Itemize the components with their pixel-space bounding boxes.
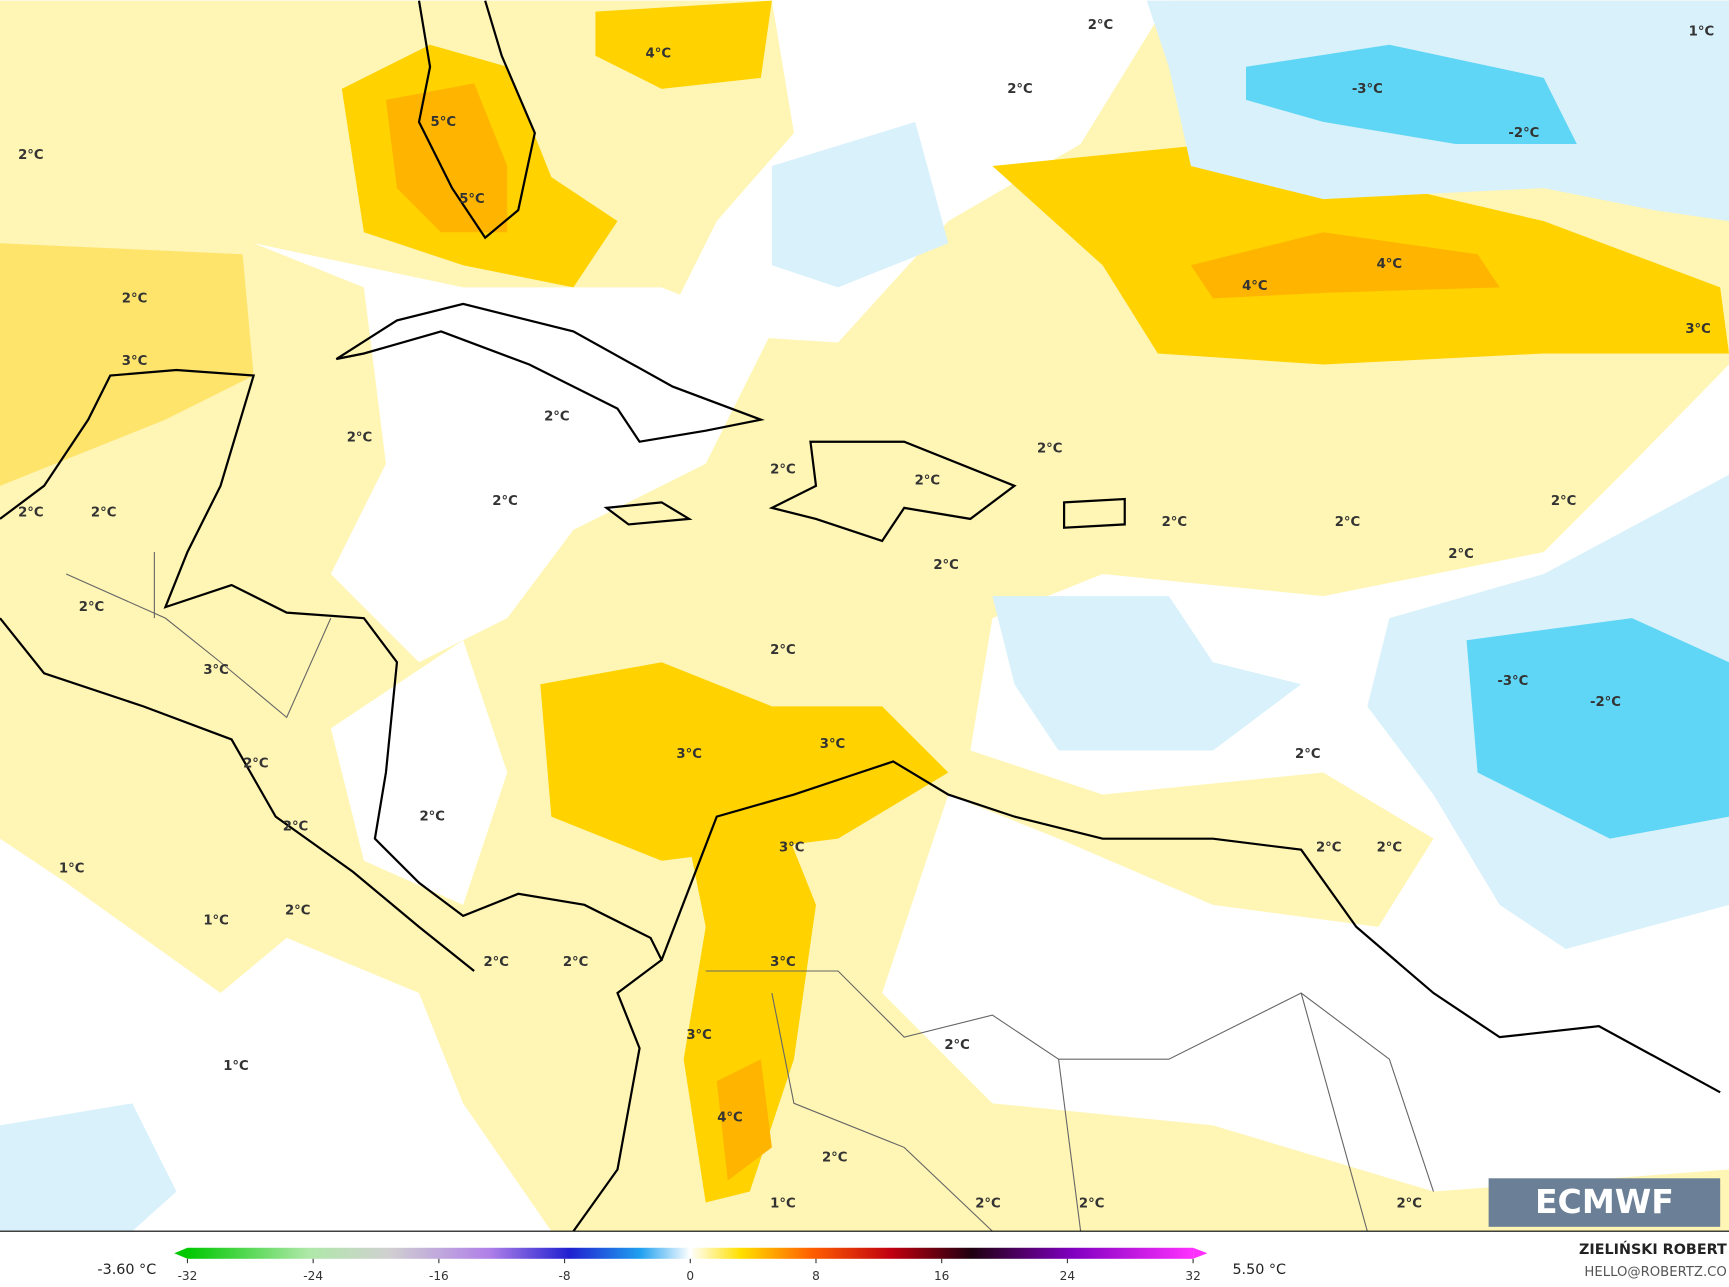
temperature-label: 2°C — [1162, 515, 1188, 530]
temperature-label: 3°C — [820, 737, 846, 752]
temperature-label: 2°C — [347, 430, 373, 445]
temperature-label: 2°C — [1448, 547, 1474, 562]
colorbar-tick-label: 8 — [812, 1269, 820, 1283]
temperature-label: -3°C — [1497, 674, 1528, 689]
temperature-label: 2°C — [1007, 82, 1033, 97]
temperature-label: 3°C — [770, 955, 796, 970]
temperature-label: 2°C — [419, 810, 445, 825]
min-label: -3.60 °C — [97, 1262, 156, 1278]
temperature-label: 4°C — [717, 1111, 743, 1126]
logo-box — [1488, 1178, 1721, 1227]
temperature-label: 2°C — [1295, 747, 1321, 762]
temperature-label: 5°C — [459, 192, 485, 207]
temperature-label: 2°C — [1377, 840, 1403, 855]
colorbar-tick-label: 16 — [934, 1269, 949, 1283]
temperature-label: 2°C — [933, 558, 959, 573]
temperature-label: -3°C — [1352, 82, 1383, 97]
temperature-label: 1°C — [1689, 25, 1715, 40]
temperature-label: 3°C — [686, 1028, 712, 1043]
temperature-label: 2°C — [770, 462, 796, 477]
borders — [65, 551, 1435, 1232]
temperature-label: 3°C — [1685, 322, 1711, 337]
credit-author: ZIELIŃSKI ROBERT — [1579, 1241, 1727, 1258]
credit-contact: HELLO@ROBERTZ.CO — [1584, 1265, 1726, 1280]
temperature-label: 2°C — [283, 820, 309, 835]
colorbar-tick-label: 32 — [1185, 1269, 1200, 1283]
map-labels: 2°C 4°C 2°C 1°C -3°C -2°C 5°C 5°C 2°C 2°C 4°C 4°C 3°… — [18, 18, 1714, 1212]
temperature-label: 2°C — [975, 1197, 1001, 1212]
temperature-label: 2°C — [1396, 1197, 1422, 1212]
temperature-label: 2°C — [1316, 840, 1342, 855]
temperature-label: 2°C — [122, 291, 148, 306]
temperature-label: 2°C — [822, 1150, 848, 1165]
temperature-label: -2°C — [1508, 126, 1539, 141]
temperature-label: -2°C — [1590, 695, 1621, 710]
temperature-label: 2°C — [770, 643, 796, 658]
anomaly-fill — [0, 0, 1729, 1232]
colorbar-low-arrow — [174, 1247, 188, 1259]
colorbar-tick-label: 24 — [1060, 1269, 1076, 1283]
temperature-label: 1°C — [59, 861, 85, 876]
temperature-label: 2°C — [79, 600, 105, 615]
colorbar — [187, 1247, 1194, 1259]
temperature-label: 3°C — [676, 747, 702, 762]
colorbar-tick-label: -8 — [559, 1269, 571, 1283]
temperature-label: 1°C — [203, 913, 229, 928]
temperature-label: 2°C — [243, 757, 269, 772]
temperature-label: 2°C — [285, 903, 311, 918]
temperature-label: 2°C — [944, 1038, 970, 1053]
max-label: 5.50 °C — [1232, 1262, 1286, 1278]
temperature-label: 1°C — [223, 1059, 249, 1074]
temperature-label: 1°C — [770, 1197, 796, 1212]
temperature-label: 2°C — [492, 494, 518, 509]
temperature-label: 2°C — [1551, 494, 1577, 509]
temperature-label: 4°C — [646, 47, 672, 62]
temperature-label: 2°C — [1088, 18, 1114, 33]
temperature-label: 2°C — [91, 505, 117, 520]
colorbar-ticks: -32 -24 -16 -8 0 8 16 24 32 — [178, 1258, 1201, 1283]
colorbar-high-arrow — [1193, 1247, 1208, 1259]
temperature-label: 2°C — [483, 955, 509, 970]
colorbar-tick-label: 0 — [686, 1269, 694, 1283]
temperature-label: 2°C — [1037, 441, 1063, 456]
temperature-label: 2°C — [18, 505, 44, 520]
temperature-label: 3°C — [779, 840, 805, 855]
colorbar-tick-label: -24 — [303, 1269, 323, 1283]
temperature-label: 3°C — [203, 663, 229, 678]
temperature-label: 4°C — [1377, 257, 1403, 272]
colorbar-tick-label: -32 — [178, 1269, 198, 1283]
temperature-label: 2°C — [544, 409, 570, 424]
temperature-label: 2°C — [18, 148, 44, 163]
colorbar-tick-label: -16 — [429, 1269, 449, 1283]
temperature-label: 2°C — [915, 473, 941, 488]
temperature-label: 4°C — [1242, 279, 1268, 294]
logo: ECMWF — [1535, 1182, 1674, 1221]
temperature-label: 2°C — [1335, 515, 1361, 530]
coastlines — [0, 0, 1721, 1232]
temperature-label: 5°C — [431, 115, 457, 130]
temperature-label: 2°C — [1079, 1197, 1105, 1212]
temperature-label: 3°C — [122, 354, 148, 369]
temperature-label: 2°C — [563, 955, 589, 970]
